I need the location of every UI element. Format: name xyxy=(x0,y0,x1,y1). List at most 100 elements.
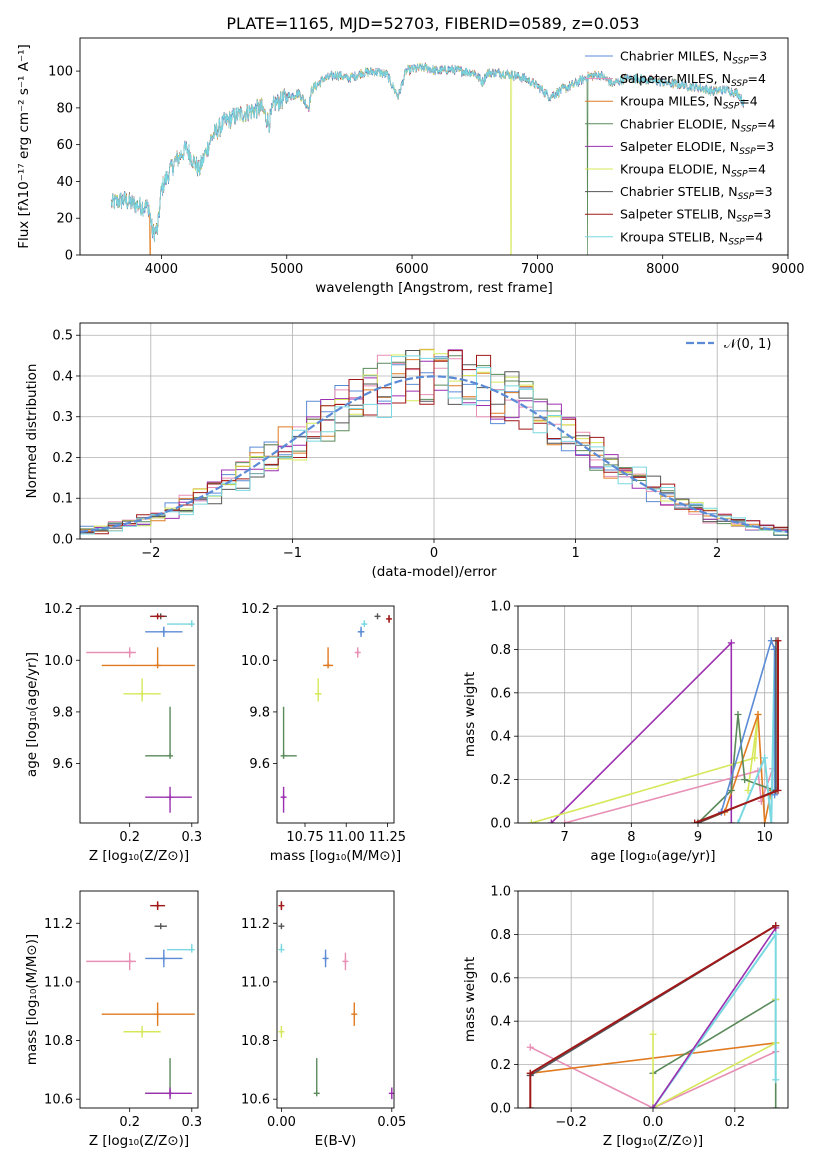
data-point-chabrier-elodie xyxy=(313,1058,320,1097)
legend-label: Kroupa ELODIE, NSSP=4 xyxy=(620,162,766,180)
data-point-salpeter-stelib xyxy=(150,613,166,620)
axes-frame xyxy=(517,890,789,1109)
data-point-kroupa-elodie xyxy=(278,1025,285,1038)
y-tick-label: 0.4 xyxy=(490,1015,511,1030)
series-path xyxy=(652,927,777,1108)
y-tick-label: 9.8 xyxy=(52,705,73,720)
axes-frame xyxy=(276,605,395,824)
x-axis-label: E(B-V) xyxy=(315,1133,357,1149)
y-axis-label: mass [log₁₀(M/M⊙)] xyxy=(24,934,40,1065)
series-line-salpeter-stelib xyxy=(526,922,780,1108)
data-point-kroupa-miles xyxy=(351,1002,358,1026)
y-axis-label: age [log₁₀(age/yr)] xyxy=(24,652,40,777)
legend-label: Salpeter MILES, NSSP=4 xyxy=(620,71,766,89)
data-point-chabrier-miles xyxy=(145,626,183,637)
x-axis-label: Z [log₁₀(Z/Z⊙)] xyxy=(89,848,189,864)
x-tick-label: −1 xyxy=(283,546,302,561)
y-tick-label: 40 xyxy=(56,175,73,190)
x-tick-label: 4000 xyxy=(145,262,178,277)
axes-frame xyxy=(276,890,395,1109)
legend-label: Kroupa STELIB, NSSP=4 xyxy=(620,229,763,247)
series-line-kroupa-stelib xyxy=(649,930,780,1108)
x-tick-label: 0.05 xyxy=(377,1115,406,1130)
data-point-salpeter-miles xyxy=(342,952,349,971)
data-point-chabrier-elodie xyxy=(280,706,297,759)
figure-title: PLATE=1165, MJD=52703, FIBERID=0589, z=0… xyxy=(226,14,639,33)
legend-label: 𝒩(0, 1) xyxy=(724,337,771,352)
histogram-step-kroupa-elodie xyxy=(80,349,788,533)
data-point-kroupa-miles xyxy=(101,647,195,669)
plot-area xyxy=(280,613,393,813)
y-tick-label: 11.0 xyxy=(241,975,270,990)
y-tick-label: 11.2 xyxy=(241,917,270,932)
plot-area xyxy=(86,901,195,1100)
legend-label: Salpeter STELIB, NSSP=3 xyxy=(620,207,771,225)
x-tick-label: 0.3 xyxy=(181,1115,202,1130)
x-tick-label: 0 xyxy=(430,546,438,561)
y-tick-label: 10.6 xyxy=(241,1093,270,1108)
series-path xyxy=(720,638,776,813)
panel-1: −2 −1 0 1 2 0.0 0.1 0.2 0.3 0.4 0.5 (data-model)/er… xyxy=(24,322,789,580)
data-point-chabrier-stelib xyxy=(278,923,285,930)
y-tick-label: 10.6 xyxy=(44,1093,73,1108)
legend-label: Chabrier MILES, NSSP=3 xyxy=(620,49,767,67)
x-tick-label: 6000 xyxy=(396,262,429,277)
legend-label: Chabrier STELIB, NSSP=3 xyxy=(620,184,773,202)
x-tick-label: 10.75 xyxy=(286,830,323,845)
legend-label: Salpeter ELODIE, NSSP=3 xyxy=(620,139,774,157)
y-tick-label: 10.8 xyxy=(44,1034,73,1049)
x-tick-label: 1 xyxy=(571,546,579,561)
y-tick-label: 0.8 xyxy=(490,928,511,943)
y-axis-label: mass weight xyxy=(462,957,478,1042)
y-tick-label: 11.2 xyxy=(44,917,73,932)
y-tick-label: 0.6 xyxy=(490,971,511,986)
y-tick-label: 1.0 xyxy=(490,600,511,615)
data-point-kroupa-elodie xyxy=(123,678,161,702)
x-tick-label: 10 xyxy=(756,830,773,845)
y-tick-label: 9.8 xyxy=(249,705,270,720)
plot-area xyxy=(86,613,195,813)
data-point-chabrier-miles xyxy=(357,626,365,637)
plot-area xyxy=(527,637,782,823)
panel-4: 7 8 9 10 0.0 0.2 0.4 0.6 0.8 1.0 age [log₁₀(age/yr… xyxy=(462,600,789,864)
x-tick-label: 0.3 xyxy=(181,830,202,845)
data-point-kroupa-stelib xyxy=(166,943,195,953)
y-tick-label: 0.3 xyxy=(52,410,73,425)
x-tick-label: 0.2 xyxy=(119,830,140,845)
y-tick-label: 0.0 xyxy=(490,817,511,832)
x-tick-label: −0.2 xyxy=(555,1115,587,1130)
x-tick-label: 0.2 xyxy=(724,1115,745,1130)
axes-frame xyxy=(79,890,199,1109)
x-axis-label: Z [log₁₀(Z/Z⊙)] xyxy=(603,1133,703,1149)
axes-frame xyxy=(79,322,789,540)
x-tick-label: 11.25 xyxy=(369,830,406,845)
y-tick-label: 10.2 xyxy=(241,602,270,617)
panel-6: 0.00 0.05 10.6 10.8 11.0 11.2 E(B-V) xyxy=(241,890,406,1149)
panel-0: 4000 5000 6000 7000 8000 9000 0 20 40 60 80 100 wave… xyxy=(16,37,805,296)
series-line-salpeter-elodie xyxy=(547,639,735,823)
histogram-step-kroupa-stelib xyxy=(80,355,788,535)
y-tick-label: 10.8 xyxy=(241,1034,270,1049)
data-point-kroupa-stelib xyxy=(361,620,368,628)
axes-frame xyxy=(79,605,199,824)
series-path xyxy=(531,714,759,823)
x-axis-label: Z [log₁₀(Z/Z⊙)] xyxy=(89,1133,189,1149)
y-tick-label: 0 xyxy=(65,249,73,264)
y-tick-label: 11.0 xyxy=(44,975,73,990)
data-point-salpeter-stelib xyxy=(150,901,166,911)
spectrum-line-kroupa-stelib xyxy=(110,63,745,243)
y-tick-label: 0.8 xyxy=(490,643,511,658)
x-axis-label: mass [log₁₀(M/M⊙)] xyxy=(270,848,401,864)
y-tick-label: 0.1 xyxy=(52,492,73,507)
gaussian-curve xyxy=(80,375,788,533)
data-point-salpeter-stelib xyxy=(278,901,285,911)
y-tick-label: 0.2 xyxy=(490,773,511,788)
y-tick-label: 10.0 xyxy=(44,654,73,669)
data-point-kroupa-elodie xyxy=(314,678,322,702)
y-tick-label: 100 xyxy=(48,65,73,80)
panel-2: 0.2 0.3 9.6 9.8 10.0 10.2 Z [log₁₀(Z/Z⊙)] age [… xyxy=(24,602,202,864)
y-tick-label: 1.0 xyxy=(490,885,511,900)
x-tick-label: 9000 xyxy=(771,262,804,277)
x-tick-label: 7 xyxy=(561,830,569,845)
